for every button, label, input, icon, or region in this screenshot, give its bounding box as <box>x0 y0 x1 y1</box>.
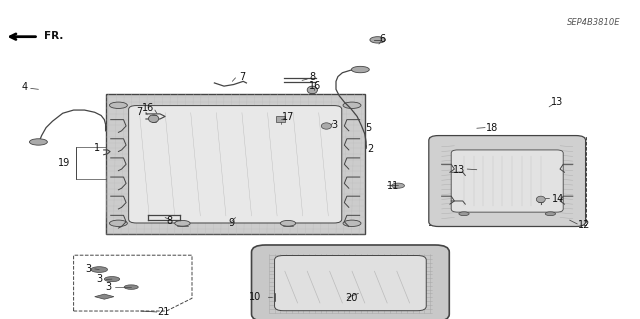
Text: 8: 8 <box>166 216 173 226</box>
Text: 14: 14 <box>552 194 564 204</box>
Text: 16: 16 <box>142 103 155 114</box>
Ellipse shape <box>91 267 108 272</box>
Text: SEP4B3810E: SEP4B3810E <box>567 18 621 27</box>
Text: 20: 20 <box>346 293 358 303</box>
Ellipse shape <box>175 220 190 226</box>
Ellipse shape <box>109 102 127 108</box>
Text: 9: 9 <box>228 218 235 228</box>
Text: FR.: FR. <box>44 31 63 41</box>
Text: 8: 8 <box>309 72 316 82</box>
Text: 3: 3 <box>85 263 92 274</box>
Text: 21: 21 <box>157 307 170 317</box>
Ellipse shape <box>343 102 361 108</box>
Text: 3: 3 <box>331 120 337 130</box>
Ellipse shape <box>307 86 317 94</box>
FancyBboxPatch shape <box>429 136 586 226</box>
Text: 13: 13 <box>550 97 563 107</box>
Bar <box>106 94 365 234</box>
Ellipse shape <box>321 123 332 129</box>
Ellipse shape <box>109 220 127 226</box>
Ellipse shape <box>29 139 47 145</box>
Ellipse shape <box>351 66 369 73</box>
Bar <box>276 116 285 122</box>
Bar <box>429 137 586 225</box>
Ellipse shape <box>392 183 404 188</box>
Text: 19: 19 <box>58 158 70 168</box>
Text: 17: 17 <box>282 112 294 122</box>
Text: 5: 5 <box>365 122 371 133</box>
Ellipse shape <box>459 212 469 216</box>
Text: 3: 3 <box>106 282 112 292</box>
Ellipse shape <box>370 37 385 43</box>
Ellipse shape <box>280 220 296 226</box>
Text: 3: 3 <box>96 274 102 284</box>
Ellipse shape <box>343 220 361 226</box>
Polygon shape <box>95 294 114 299</box>
Ellipse shape <box>545 212 556 216</box>
Ellipse shape <box>148 115 159 122</box>
Text: 6: 6 <box>380 34 386 44</box>
FancyBboxPatch shape <box>252 245 449 319</box>
Text: 12: 12 <box>577 220 590 230</box>
FancyBboxPatch shape <box>275 256 426 311</box>
FancyBboxPatch shape <box>451 150 563 212</box>
Text: 13: 13 <box>453 165 466 175</box>
Text: 16: 16 <box>308 81 321 91</box>
Text: 11: 11 <box>387 181 399 191</box>
Text: 4: 4 <box>21 82 28 92</box>
Ellipse shape <box>104 277 120 282</box>
FancyBboxPatch shape <box>129 106 342 223</box>
Text: 1: 1 <box>94 143 100 153</box>
Text: 2: 2 <box>367 144 373 154</box>
Ellipse shape <box>536 196 545 203</box>
Ellipse shape <box>124 285 138 289</box>
Text: 7: 7 <box>136 107 143 117</box>
Text: 7: 7 <box>239 72 245 82</box>
Text: 18: 18 <box>486 123 499 133</box>
Text: 10: 10 <box>249 292 261 302</box>
